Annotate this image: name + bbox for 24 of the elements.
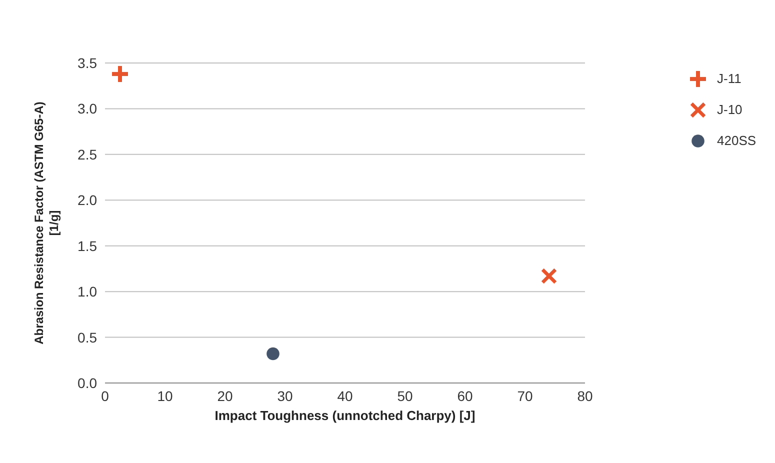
- point: [266, 347, 280, 360]
- y-tick-label: 3.5: [78, 54, 98, 71]
- x-tick-label: 70: [517, 388, 533, 404]
- x-tick-label: 40: [337, 388, 353, 404]
- x-tick-label: 0: [101, 388, 110, 404]
- x-tick-label: 60: [457, 388, 473, 404]
- x-tick-label: 10: [157, 388, 173, 404]
- y-tick-label: 1.0: [78, 284, 98, 300]
- y-tick-label: 2.5: [78, 146, 98, 162]
- y-axis-title: Abrasion Resistance Factor (ASTM G65-A) [1/g]: [32, 102, 61, 344]
- y-tick-label: 3.0: [78, 100, 98, 117]
- legend-label: J-10: [717, 102, 742, 117]
- y-tick-label: 2.0: [78, 192, 98, 208]
- y-tick-label: 0.0: [78, 374, 98, 391]
- x-axis-title: Impact Toughness (unnotched Charpy) [J]: [214, 408, 476, 424]
- x-tick-label: 50: [397, 388, 413, 404]
- legend-label: 420SS: [717, 133, 756, 148]
- x-tick-label: 30: [277, 388, 293, 404]
- y-tick-label: 1.5: [78, 238, 98, 254]
- y-tick-label: 0.5: [78, 329, 98, 346]
- x-tick-label: 20: [217, 388, 233, 404]
- point: [540, 268, 558, 284]
- x-tick-label: 80: [577, 388, 593, 404]
- legend-label: J-11: [717, 71, 742, 86]
